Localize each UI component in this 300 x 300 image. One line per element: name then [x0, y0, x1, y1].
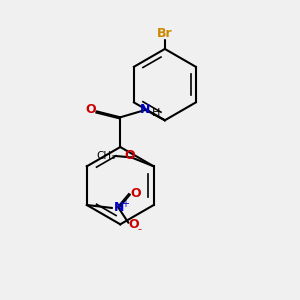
Text: O: O [130, 187, 141, 200]
Text: Br: Br [157, 27, 173, 40]
Text: -: - [138, 224, 142, 234]
Text: O: O [124, 149, 135, 162]
Text: H: H [152, 108, 160, 118]
Text: O: O [86, 103, 97, 116]
Text: O: O [128, 218, 139, 231]
Text: CH₃: CH₃ [97, 151, 116, 161]
Text: +: + [121, 199, 129, 208]
Text: N: N [113, 202, 124, 214]
Text: N: N [140, 103, 151, 116]
